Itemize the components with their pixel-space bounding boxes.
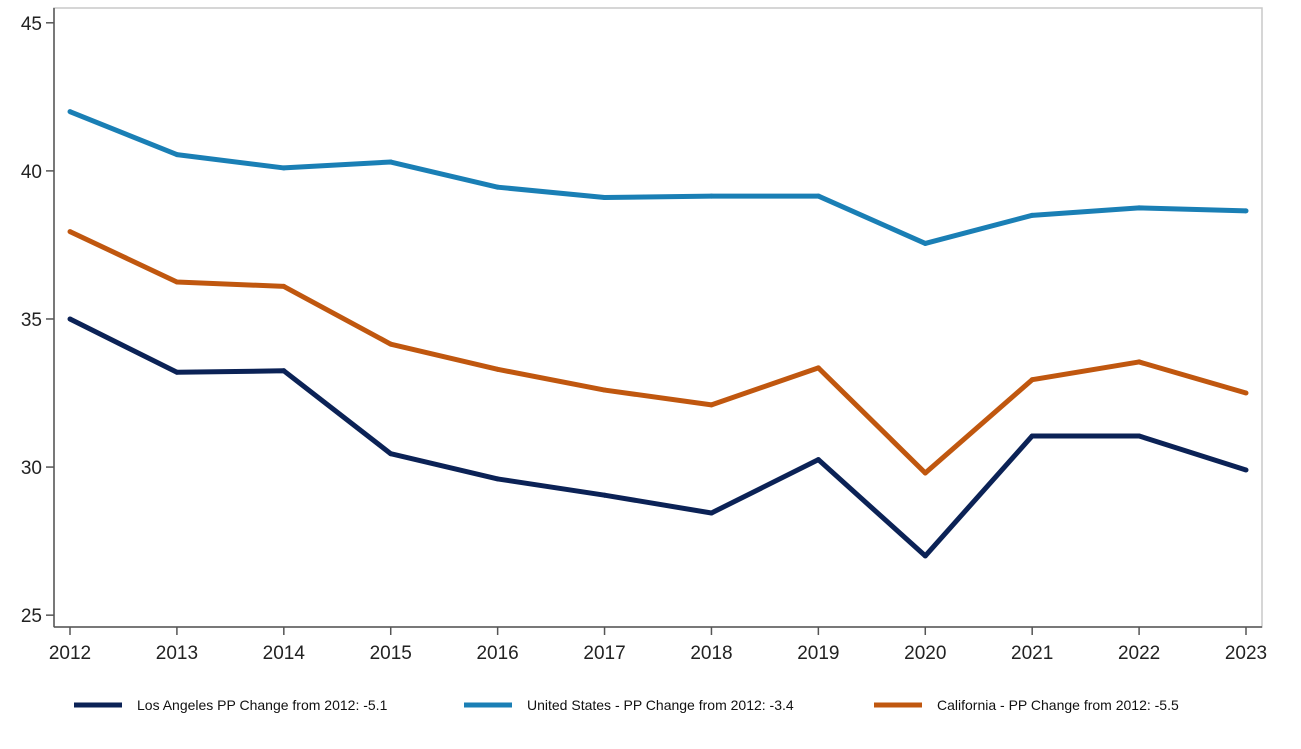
data-point [922,240,928,246]
data-point [602,387,608,393]
data-point [67,109,73,115]
data-point [495,476,501,482]
x-tick-label: 2020 [904,643,946,664]
data-point [67,229,73,235]
legend-label: California - PP Change from 2012: -5.5 [937,697,1179,713]
series-line [68,316,1247,559]
series-lines [67,109,1249,559]
y-tick-label: 25 [21,606,42,627]
x-tick-label: 2012 [49,643,91,664]
data-point [388,341,394,347]
y-tick-label: 45 [21,14,42,35]
y-tick-label: 30 [21,458,42,479]
data-point [815,457,821,463]
y-axis-ticks: 25 30 35 40 45 [21,14,54,627]
legend: Los Angeles PP Change from 2012: -5.1 Uni… [74,697,1179,713]
data-point [67,316,73,322]
x-axis-ticks: 2012 2013 2014 2015 2016 2017 2018 2019 2020 2021… [49,627,1267,664]
x-tick-label: 2013 [156,643,198,664]
x-tick-label: 2021 [1011,643,1053,664]
series-line [68,229,1247,476]
x-tick-label: 2019 [797,643,839,664]
data-point [602,195,608,201]
data-point [708,193,714,199]
series-line [69,109,1247,246]
data-point [388,451,394,457]
data-point [281,368,287,374]
x-tick-label: 2015 [370,643,412,664]
data-point [1243,467,1249,473]
plot-frame [53,7,1263,628]
data-point [174,369,180,375]
data-point [1029,433,1035,439]
data-point [1029,212,1035,218]
x-tick-label: 2017 [583,643,625,664]
data-point [708,402,714,408]
data-point [1136,359,1142,365]
data-point [281,165,287,171]
data-point [1136,205,1142,211]
data-point [388,159,394,165]
data-point [1136,433,1142,439]
y-tick-label: 40 [21,162,42,183]
data-point [174,152,180,158]
data-point [1243,208,1249,214]
x-tick-label: 2016 [476,643,518,664]
data-point [174,279,180,285]
y-tick-label: 35 [21,310,42,331]
legend-label: Los Angeles PP Change from 2012: -5.1 [137,697,388,713]
data-point [602,492,608,498]
data-point [922,470,928,476]
data-point [281,283,287,289]
data-point [495,366,501,372]
data-point [1029,377,1035,383]
data-point [815,365,821,371]
data-point [1243,390,1249,396]
x-tick-label: 2018 [690,643,732,664]
x-tick-label: 2022 [1118,643,1160,664]
data-point [815,193,821,199]
data-point [708,510,714,516]
legend-label: United States - PP Change from 2012: -3.… [527,697,794,713]
data-point [495,184,501,190]
x-tick-label: 2014 [263,643,306,664]
x-tick-label: 2023 [1225,643,1267,664]
data-point [922,553,928,559]
